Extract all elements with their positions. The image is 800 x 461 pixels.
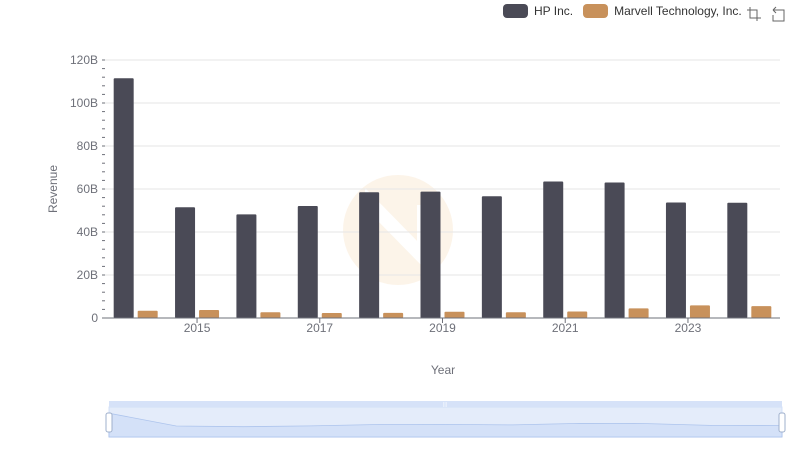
y-tick-label: 0 (91, 311, 98, 325)
bar-hp-2016[interactable] (236, 214, 257, 318)
bar-hp-2024[interactable] (727, 202, 748, 318)
zoom-reset-icon[interactable] (770, 6, 786, 22)
bar-marvell-2019[interactable] (444, 311, 465, 318)
bar-hp-2020[interactable] (481, 196, 502, 318)
legend-swatch-marvell (583, 4, 609, 18)
legend-item-hp[interactable]: HP Inc. (503, 4, 573, 18)
x-tick-label: 2017 (306, 321, 333, 335)
bar-marvell-2017[interactable] (321, 313, 342, 318)
data-zoom-handle-left[interactable] (105, 412, 113, 433)
bar-hp-2018[interactable] (359, 192, 380, 318)
y-tick-label: 120B (70, 53, 98, 67)
bar-hp-2014[interactable] (113, 78, 134, 319)
data-zoom-selection[interactable] (109, 407, 782, 437)
y-tick-label: 20B (77, 268, 98, 282)
zoom-select-icon[interactable] (746, 6, 762, 22)
legend: HP Inc. Marvell Technology, Inc. (503, 4, 752, 18)
legend-label-hp: HP Inc. (534, 4, 574, 18)
bar-marvell-2020[interactable] (505, 312, 526, 318)
x-tick-label: 2015 (184, 321, 211, 335)
x-axis: 2015 2017 2019 2021 2023 (105, 317, 780, 335)
bar-marvell-2023[interactable] (689, 305, 710, 318)
bar-hp-2022[interactable] (604, 182, 625, 318)
x-tick-label: 2023 (675, 321, 702, 335)
bar-hp-2023[interactable] (665, 202, 686, 318)
y-axis-title: Revenue (46, 165, 60, 213)
x-tick-label: 2019 (429, 321, 456, 335)
bar-marvell-2022[interactable] (628, 308, 649, 318)
bar-marvell-2015[interactable] (199, 310, 220, 318)
x-tick-label: 2021 (552, 321, 579, 335)
y-tick-label: 100B (70, 96, 98, 110)
y-axis: 0 20B 40B 60B 80B 100B 120B (70, 53, 105, 325)
bars[interactable] (113, 78, 772, 319)
bar-marvell-2014[interactable] (137, 310, 158, 318)
x-axis-title: Year (431, 363, 455, 377)
legend-swatch-hp (503, 4, 528, 18)
data-zoom-top-bar[interactable] (109, 401, 782, 407)
y-tick-label: 60B (77, 182, 98, 196)
legend-label-marvell: Marvell Technology, Inc. (614, 4, 742, 18)
bar-marvell-2016[interactable] (260, 312, 281, 318)
bar-hp-2015[interactable] (175, 207, 196, 318)
data-zoom-preview-line (108, 412, 783, 438)
bar-hp-2021[interactable] (543, 181, 564, 318)
bar-marvell-2018[interactable] (383, 312, 404, 318)
data-zoom-handle-right[interactable] (778, 412, 786, 433)
data-zoom-grip-icon[interactable]: ||| (443, 402, 447, 408)
bar-hp-2017[interactable] (297, 205, 318, 318)
bar-marvell-2024[interactable] (751, 306, 772, 318)
toolbox (746, 6, 786, 22)
legend-item-marvell[interactable]: Marvell Technology, Inc. (583, 4, 742, 18)
bar-marvell-2021[interactable] (567, 311, 588, 318)
data-zoom-slider[interactable]: ||| (105, 401, 786, 438)
bar-hp-2019[interactable] (420, 191, 441, 318)
y-tick-label: 40B (77, 225, 98, 239)
y-tick-label: 80B (77, 139, 98, 153)
